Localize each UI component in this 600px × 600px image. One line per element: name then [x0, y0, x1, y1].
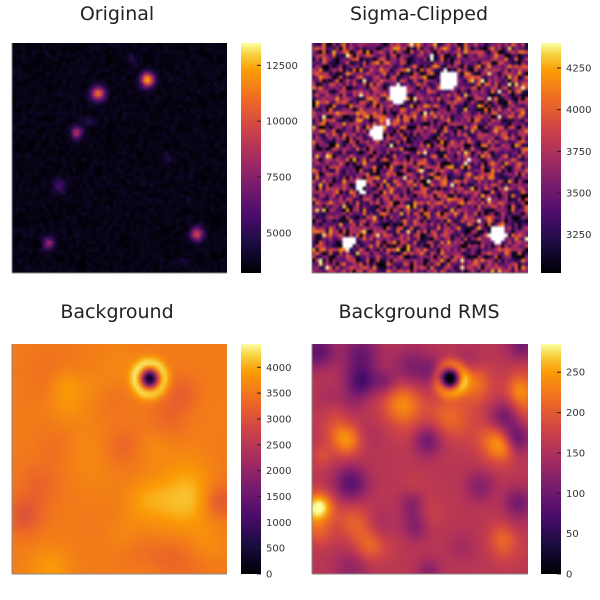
colorbar-tick-label: 7500	[266, 172, 291, 183]
colorbar-ticks: 250 200 150 100 50 0	[557, 368, 585, 581]
colorbar-tick-label: 2000	[266, 466, 291, 477]
colorbar	[241, 43, 261, 273]
panel-title: Original	[80, 3, 154, 25]
colorbar-tick-label: 0	[266, 570, 272, 581]
colorbar-tick-label: 3250	[566, 230, 591, 241]
heatmap-image	[12, 344, 227, 574]
colorbar-tick-label: 10000	[266, 117, 298, 128]
panel-title: Sigma-Clipped	[350, 3, 488, 25]
colorbar-tick-label: 3500	[566, 189, 591, 200]
colorbar-tick-label: 5000	[266, 228, 291, 239]
colorbar-ticks: 4250 4000 3750 3500 3250	[557, 64, 591, 241]
colorbar-tick-label: 50	[566, 529, 579, 540]
colorbar-tick-label: 4250	[566, 64, 591, 75]
heatmap-image	[312, 43, 528, 273]
heatmap-image	[312, 344, 528, 574]
colorbar-tick-label: 3750	[566, 147, 591, 158]
colorbar	[241, 344, 261, 574]
colorbar-tick-label: 100	[566, 489, 585, 500]
panel-title: Background	[60, 301, 173, 323]
heatmap-image	[12, 43, 227, 273]
colorbar-tick-label: 2500	[266, 440, 291, 451]
colorbar-tick-label: 500	[266, 544, 285, 555]
panel-title: Background RMS	[338, 301, 499, 323]
panel-original: Original 12500 10000 7500 5000	[11, 3, 298, 274]
colorbar-tick-label: 3500	[266, 389, 291, 400]
panel-background-rms: Background RMS 250 200 150 100 50 0	[311, 301, 585, 581]
colorbar-tick-label: 150	[566, 448, 585, 459]
panel-sigma-clipped: Sigma-Clipped 4250 4000 3750 3500 3250	[311, 3, 591, 274]
colorbar-tick-label: 3000	[266, 414, 291, 425]
colorbar-ticks: 4000 3500 3000 2500 2000 1500 1000 500 0	[257, 363, 291, 581]
colorbar-tick-label: 12500	[266, 61, 298, 72]
panel-background: Background 4000 3500 3000 2500 2000 1500 1000 5…	[11, 301, 291, 581]
colorbar	[541, 43, 561, 273]
colorbar-ticks: 12500 10000 7500 5000	[257, 61, 298, 239]
colorbar-tick-label: 200	[566, 408, 585, 419]
colorbar-tick-label: 1000	[266, 518, 291, 529]
colorbar-tick-label: 0	[566, 570, 572, 581]
colorbar-tick-label: 250	[566, 368, 585, 379]
colorbar-tick-label: 1500	[266, 492, 291, 503]
colorbar-tick-label: 4000	[566, 105, 591, 116]
colorbar	[541, 344, 561, 574]
colorbar-tick-label: 4000	[266, 363, 291, 374]
